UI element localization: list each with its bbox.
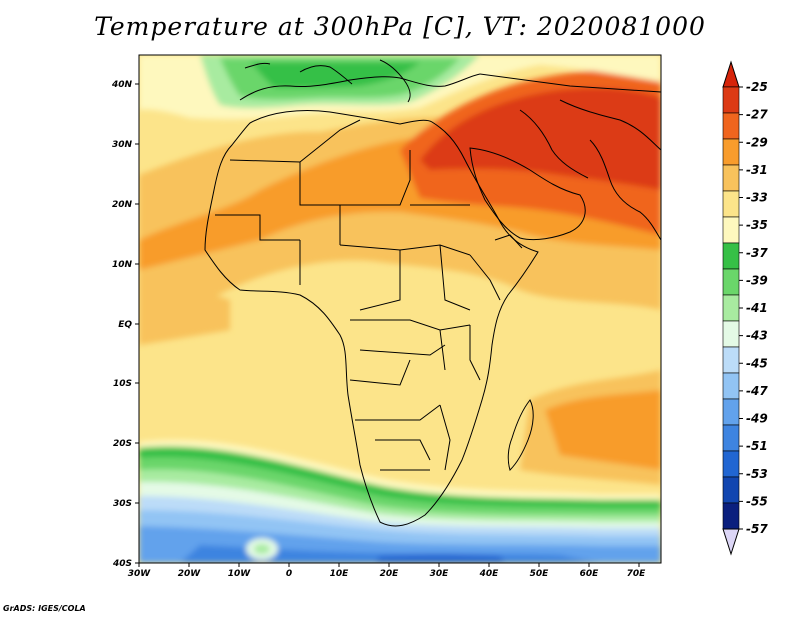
colorbar-swatch — [722, 398, 740, 426]
lon-label: 10W — [228, 569, 252, 579]
colorbar-label: -53 — [746, 467, 768, 481]
colorbar-swatch — [722, 346, 740, 374]
map-title: Temperature at 300hPa [C], VT: 202008100… — [94, 12, 706, 41]
colorbar-label: -41 — [746, 301, 768, 315]
colorbar-swatch — [722, 424, 740, 452]
colorbar-label: -55 — [746, 494, 768, 508]
plot-frame — [138, 54, 662, 564]
lon-label: 0 — [286, 569, 292, 579]
colorbar-swatch — [722, 216, 740, 244]
longitude-labels: 30W 20W 10W 0 10E 20E 30E 40E 50E 60E 70… — [128, 569, 646, 579]
colorbar-label: -47 — [746, 384, 768, 398]
lat-label: 10S — [113, 379, 132, 389]
lon-label: 70E — [627, 569, 647, 579]
lon-label: 10E — [330, 569, 350, 579]
lon-label: 60E — [580, 569, 600, 579]
colorbar-label: -39 — [746, 273, 768, 287]
colorbar-swatch — [722, 450, 740, 478]
lat-label: EQ — [118, 320, 132, 330]
lat-label: 10N — [112, 260, 133, 270]
lon-label: 20W — [178, 569, 202, 579]
lat-label: 30S — [113, 499, 132, 509]
colorbar-label: -49 — [746, 412, 768, 426]
lat-label: 20N — [112, 200, 133, 210]
colorbar-label: -57 — [746, 522, 768, 536]
lat-label: 30N — [112, 140, 133, 150]
colorbar-swatch — [722, 164, 740, 192]
lon-label: 50E — [530, 569, 550, 579]
colorbar-label: -35 — [746, 218, 768, 232]
lon-label: 40E — [479, 569, 500, 579]
colorbar-label: -27 — [746, 108, 768, 122]
colorbar-swatch — [722, 294, 740, 322]
colorbar-label: -31 — [746, 163, 768, 177]
colorbar: -25 -27 -29 -31 -33 -35 -37 -39 -41 -43 -45 -47 -49 -… — [722, 60, 768, 556]
temperature-field — [139, 55, 661, 563]
lat-label: 20S — [113, 439, 132, 449]
colorbar-label: -33 — [746, 191, 768, 205]
credit-text: GrADS: IGES/COLA — [3, 604, 86, 613]
colorbar-swatch — [722, 112, 740, 140]
colorbar-label: -29 — [746, 135, 768, 149]
colorbar-label: -43 — [746, 329, 768, 343]
lat-label: 40N — [111, 80, 133, 90]
lon-label: 20E — [380, 569, 400, 579]
colorbar-swatch — [722, 320, 740, 348]
colorbar-bottom-arrow — [722, 528, 740, 556]
colorbar-label: -37 — [746, 246, 768, 260]
colorbar-swatch — [722, 242, 740, 270]
colorbar-swatch — [722, 190, 740, 218]
country-borders — [204, 59, 661, 527]
colorbar-label: -25 — [746, 80, 768, 94]
colorbar-swatch — [722, 138, 740, 166]
lon-label: 30W — [128, 569, 152, 579]
lon-label: 30E — [430, 569, 450, 579]
colorbar-swatch — [722, 268, 740, 296]
colorbar-label: -45 — [746, 356, 768, 370]
colorbar-swatch — [722, 476, 740, 504]
colorbar-top-arrow — [722, 60, 740, 88]
latitude-labels: 40N 30N 20N 10N EQ 10S 20S 30S 40S — [111, 80, 133, 569]
lat-label: 40S — [112, 559, 132, 569]
colorbar-swatch — [722, 372, 740, 400]
colorbar-swatch — [722, 86, 740, 114]
colorbar-swatch — [722, 502, 740, 530]
colorbar-label: -51 — [746, 439, 768, 453]
axis-ticks — [135, 83, 640, 567]
